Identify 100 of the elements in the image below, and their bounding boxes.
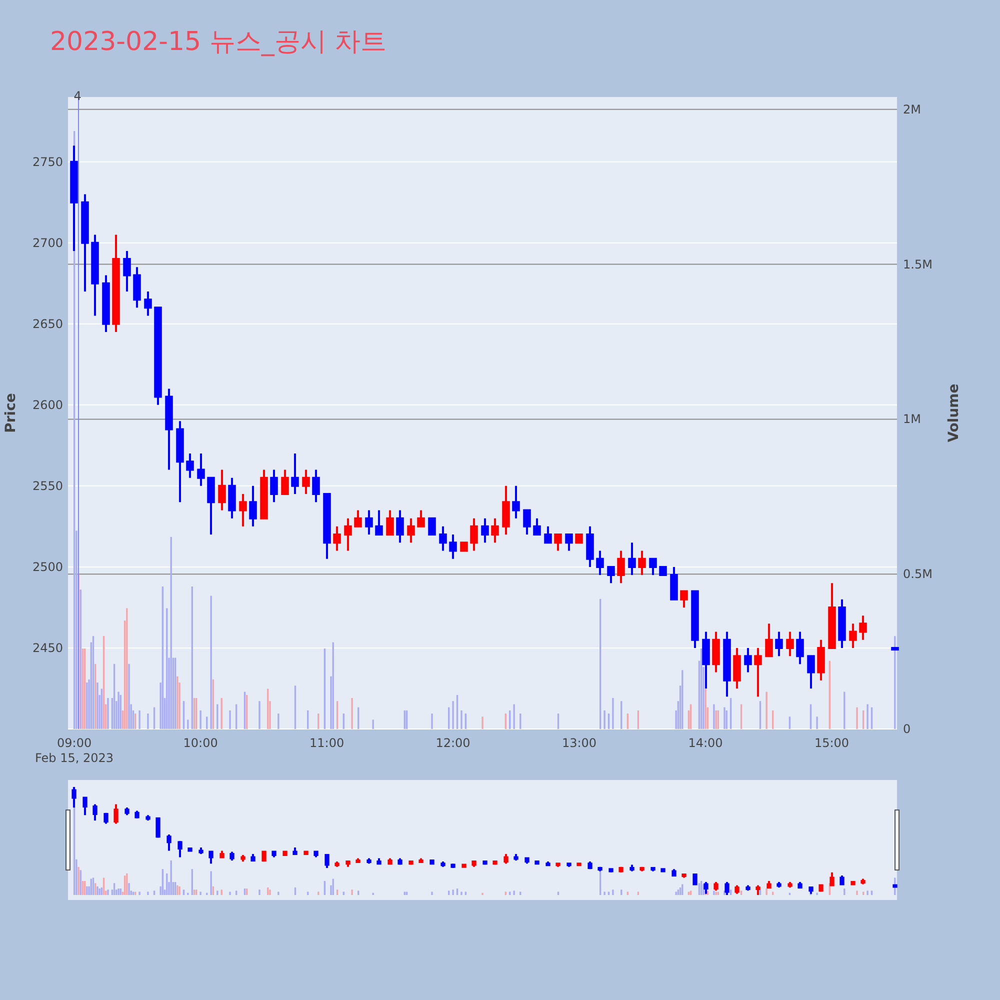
y2-tick-label: 1.5M: [903, 257, 932, 272]
candlestick: [407, 517, 415, 544]
x-tick-label: 11:00: [310, 736, 344, 750]
candlestick: [775, 630, 783, 658]
candlestick: [598, 866, 602, 872]
candlestick: [450, 862, 456, 869]
candlestick: [617, 550, 625, 584]
candlestick: [114, 803, 118, 825]
candlestick: [817, 638, 825, 682]
candlestick: [556, 862, 560, 868]
candlestick: [607, 566, 615, 584]
x-tick-label: 14:00: [688, 736, 723, 750]
y-tick-label: 2450: [32, 640, 63, 655]
candlestick: [512, 484, 520, 520]
y2-tick-label: 2M: [903, 102, 921, 116]
candlestick: [660, 868, 666, 872]
candlestick: [754, 646, 762, 698]
candlestick: [408, 859, 414, 866]
candlestick: [796, 630, 804, 666]
candlestick: [575, 534, 583, 544]
candlestick: [123, 250, 131, 292]
candlestick: [417, 509, 425, 528]
candlestick: [566, 862, 572, 868]
candlestick: [786, 630, 794, 658]
candlestick: [672, 868, 676, 877]
candlestick: [554, 534, 562, 552]
candlestick: [692, 873, 698, 886]
candlestick: [144, 290, 152, 317]
candlestick: [807, 655, 815, 690]
candlestick: [270, 468, 278, 504]
candlestick: [649, 558, 657, 576]
candlestick: [230, 850, 234, 862]
x-tick-label: 10:00: [183, 736, 218, 750]
candlestick: [860, 878, 866, 886]
candlestick: [260, 468, 268, 520]
candlestick: [398, 857, 402, 866]
candlestick: [788, 881, 792, 888]
candlestick: [766, 880, 772, 888]
candlestick: [576, 862, 582, 866]
candlestick: [470, 517, 478, 552]
candlestick: [428, 517, 436, 536]
candlestick: [188, 846, 192, 853]
candlestick: [533, 517, 541, 536]
candlestick: [565, 534, 573, 552]
candlestick: [638, 550, 646, 576]
candlestick: [91, 234, 99, 317]
candlestick: [482, 859, 488, 866]
candlestick: [746, 884, 750, 892]
candlestick: [220, 850, 224, 860]
candlestick: [156, 817, 160, 839]
candlestick: [346, 859, 350, 868]
candlestick: [659, 566, 667, 576]
candlestick: [324, 854, 330, 869]
candlestick: [166, 834, 172, 852]
candlestick: [481, 517, 489, 544]
candlestick: [776, 881, 782, 888]
candlestick: [628, 542, 636, 576]
candlestick: [680, 590, 688, 608]
candlestick: [291, 452, 299, 496]
candlestick: [439, 525, 447, 552]
candlestick: [472, 859, 476, 868]
candlestick: [682, 873, 686, 879]
candlestick: [134, 810, 140, 820]
candlestick: [102, 274, 110, 333]
candlestick: [146, 814, 150, 822]
candlestick: [670, 566, 678, 600]
candlestick: [491, 517, 499, 544]
candlestick: [218, 468, 226, 512]
candlestick: [630, 864, 634, 872]
candlestick: [850, 880, 856, 886]
candlestick: [849, 622, 857, 649]
candlestick: [462, 864, 466, 868]
candlestick: [891, 646, 899, 650]
candlestick: [544, 525, 552, 544]
candlestick: [892, 884, 898, 888]
candlestick: [92, 803, 98, 822]
candlestick: [714, 881, 718, 892]
candlestick: [376, 857, 382, 865]
candlestick: [197, 452, 205, 487]
candlestick: [314, 850, 318, 858]
y-tick-label: 2500: [32, 560, 63, 574]
candlestick: [176, 420, 184, 504]
candlestick: [198, 846, 204, 855]
x-tick-label: 12:00: [436, 736, 470, 750]
candlestick: [81, 193, 89, 292]
candlestick: [154, 306, 162, 406]
candlestick: [449, 534, 457, 560]
candlestick: [333, 525, 341, 552]
candlestick: [239, 493, 247, 528]
candlestick: [82, 796, 88, 816]
candlestick: [430, 859, 434, 865]
candlestick: [354, 509, 362, 528]
candlestick: [302, 468, 310, 496]
candlestick: [282, 850, 288, 856]
ref-line-label: 4: [74, 89, 82, 103]
y-axis-title: Price: [3, 393, 19, 433]
y2-tick-label: 0: [903, 722, 911, 736]
candlestick: [334, 860, 340, 868]
candlestick: [492, 859, 498, 866]
candlestick: [396, 509, 404, 544]
